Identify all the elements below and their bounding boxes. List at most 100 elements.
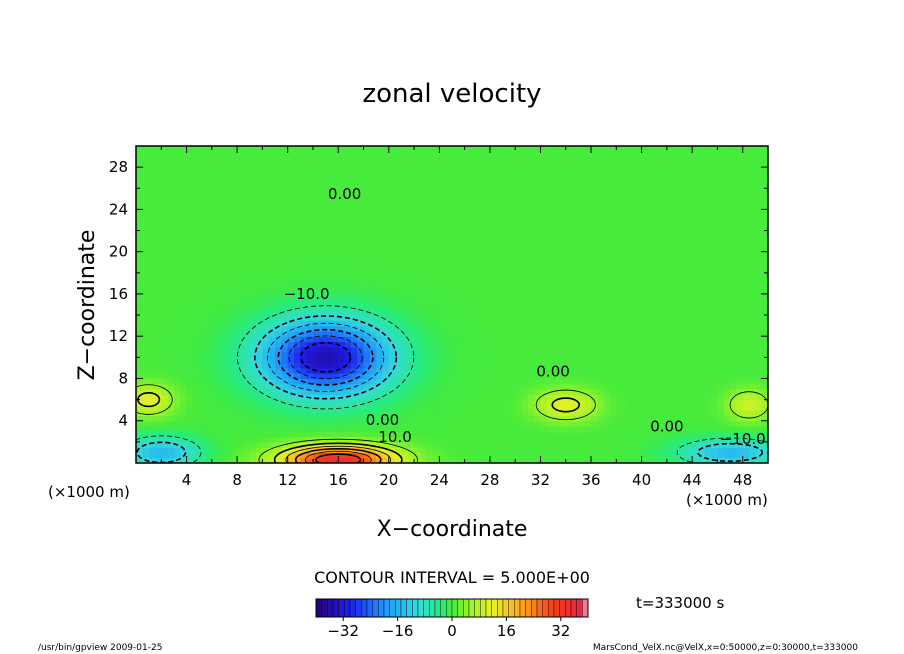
heatmap-cell <box>344 288 352 295</box>
heatmap-cell <box>281 193 289 200</box>
heatmap-cell <box>325 262 333 269</box>
heatmap-cell <box>597 404 605 411</box>
heatmap-cell <box>641 420 649 427</box>
heatmap-cell <box>610 299 617 306</box>
heatmap-cell <box>376 410 384 417</box>
heatmap-cell <box>628 188 636 195</box>
heatmap-cell <box>445 235 453 242</box>
heatmap-cell <box>325 278 333 284</box>
heatmap-cell <box>439 394 447 401</box>
heatmap-cell <box>167 299 175 306</box>
heatmap-cell <box>268 251 276 258</box>
heatmap-cell <box>350 161 358 168</box>
heatmap-cell <box>458 146 466 152</box>
heatmap-cell <box>597 151 605 158</box>
heatmap-cell <box>597 204 605 210</box>
heatmap-cell <box>420 256 428 263</box>
heatmap-cell <box>641 172 649 179</box>
heatmap-cell <box>136 193 143 200</box>
heatmap-cell <box>256 399 263 406</box>
heatmap-cell <box>148 399 156 406</box>
heatmap-cell <box>249 431 257 438</box>
heatmap-cell <box>647 146 655 152</box>
heatmap-cell <box>635 346 643 353</box>
heatmap-cell <box>527 299 535 306</box>
heatmap-cell <box>559 362 567 369</box>
heatmap-cell <box>230 204 238 210</box>
heatmap-cell <box>376 304 384 311</box>
heatmap-cell <box>167 156 175 163</box>
heatmap-cell <box>243 309 251 316</box>
heatmap-cell <box>287 352 295 358</box>
heatmap-cell <box>331 299 339 306</box>
heatmap-cell <box>294 389 301 395</box>
heatmap-cell <box>167 315 175 321</box>
heatmap-cell <box>205 177 213 184</box>
heatmap-cell <box>464 256 472 263</box>
heatmap-cell <box>218 151 226 158</box>
heatmap-cell <box>312 420 320 427</box>
heatmap-cell <box>527 352 535 358</box>
heatmap-cell <box>186 219 194 226</box>
heatmap-cell <box>275 241 282 247</box>
heatmap-cell <box>350 299 358 306</box>
heatmap-cell <box>654 441 662 448</box>
heatmap-cell <box>173 420 181 427</box>
heatmap-cell <box>534 346 542 353</box>
heatmap-cell <box>388 325 396 332</box>
heatmap-cell <box>553 156 561 163</box>
heatmap-cell <box>559 309 567 316</box>
heatmap-cell <box>635 177 643 184</box>
heatmap-cell <box>192 219 200 226</box>
heatmap-cell <box>445 251 453 258</box>
heatmap-cell <box>243 441 251 448</box>
heatmap-cell <box>489 394 497 401</box>
heatmap-cell <box>211 394 219 401</box>
heatmap-cell <box>224 336 232 343</box>
heatmap-cell <box>603 167 611 174</box>
heatmap-cell <box>319 177 327 184</box>
heatmap-cell <box>192 177 200 184</box>
heatmap-cell <box>142 378 150 385</box>
heatmap-cell <box>382 420 390 427</box>
heatmap-cell <box>401 172 409 179</box>
heatmap-cell <box>578 357 586 364</box>
heatmap-cell <box>445 193 453 200</box>
heatmap-cell <box>300 325 308 332</box>
heatmap-cell <box>338 256 346 263</box>
heatmap-cell <box>180 156 188 163</box>
heatmap-cell <box>205 426 213 432</box>
heatmap-cell <box>407 262 415 269</box>
heatmap-cell <box>230 325 238 332</box>
heatmap-cell <box>597 457 605 463</box>
heatmap-cell <box>344 346 352 353</box>
heatmap-cell <box>376 235 384 242</box>
heatmap-cell <box>565 299 573 306</box>
heatmap-cell <box>401 272 409 279</box>
heatmap-cell <box>470 320 478 327</box>
heatmap-cell <box>597 415 605 422</box>
heatmap-cell <box>224 394 232 401</box>
heatmap-cell <box>622 172 630 179</box>
heatmap-cell <box>458 198 466 205</box>
heatmap-cell <box>294 283 301 290</box>
heatmap-cell <box>167 431 175 438</box>
heatmap-cell <box>312 426 320 432</box>
heatmap-cell <box>572 447 579 454</box>
heatmap-cell <box>363 161 371 168</box>
heatmap-cell <box>559 219 567 226</box>
heatmap-cell <box>603 230 611 237</box>
heatmap-cell <box>281 309 289 316</box>
heatmap-cell <box>199 415 207 422</box>
heatmap-cell <box>426 198 434 205</box>
heatmap-cell <box>312 336 320 343</box>
heatmap-cell <box>401 251 409 258</box>
heatmap-cell <box>395 399 403 406</box>
heatmap-cell <box>546 431 554 438</box>
heatmap-cell <box>470 315 478 321</box>
heatmap-cell <box>515 204 523 210</box>
heatmap-cell <box>167 161 175 168</box>
heatmap-cell <box>211 346 219 353</box>
heatmap-cell <box>161 346 169 353</box>
heatmap-cell <box>275 219 282 226</box>
